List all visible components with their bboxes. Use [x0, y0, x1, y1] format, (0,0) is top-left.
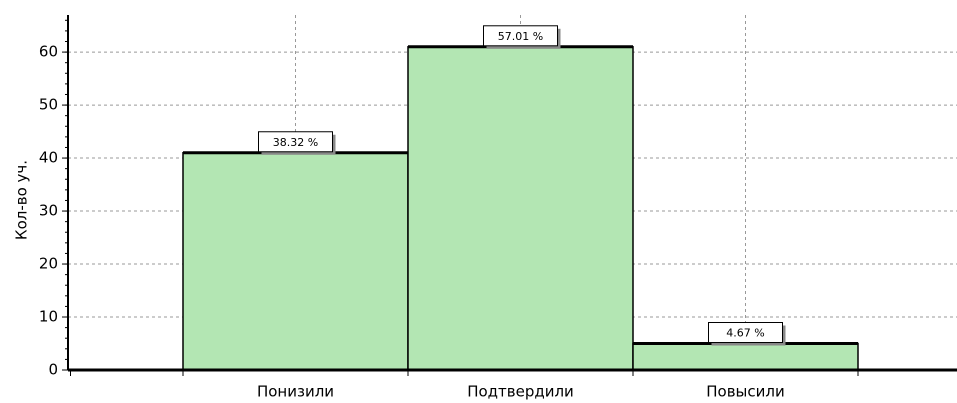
y-tick-label: 20 — [39, 255, 58, 273]
bar — [182, 152, 409, 371]
y-tick-label: 50 — [39, 96, 58, 114]
value-label: 4.67 % — [726, 327, 764, 340]
y-tick-label: 0 — [48, 361, 58, 379]
y-tick-label: 10 — [39, 308, 58, 326]
y-tick-label: 30 — [39, 202, 58, 220]
x-tick-label: Понизили — [257, 383, 334, 401]
value-label-box — [483, 25, 558, 47]
y-tick-label: 60 — [39, 43, 58, 61]
x-tick-label: Подтвердили — [467, 383, 574, 401]
value-label: 38.32 % — [273, 136, 318, 149]
value-label-box — [708, 322, 783, 344]
y-axis-label: Кол-во уч. — [13, 160, 31, 240]
y-tick-label: 40 — [39, 149, 58, 167]
value-label: 57.01 % — [498, 30, 543, 43]
value-label-box — [258, 131, 333, 153]
bar — [632, 342, 859, 371]
x-tick-label: Повысили — [706, 383, 784, 401]
bar — [407, 46, 634, 371]
